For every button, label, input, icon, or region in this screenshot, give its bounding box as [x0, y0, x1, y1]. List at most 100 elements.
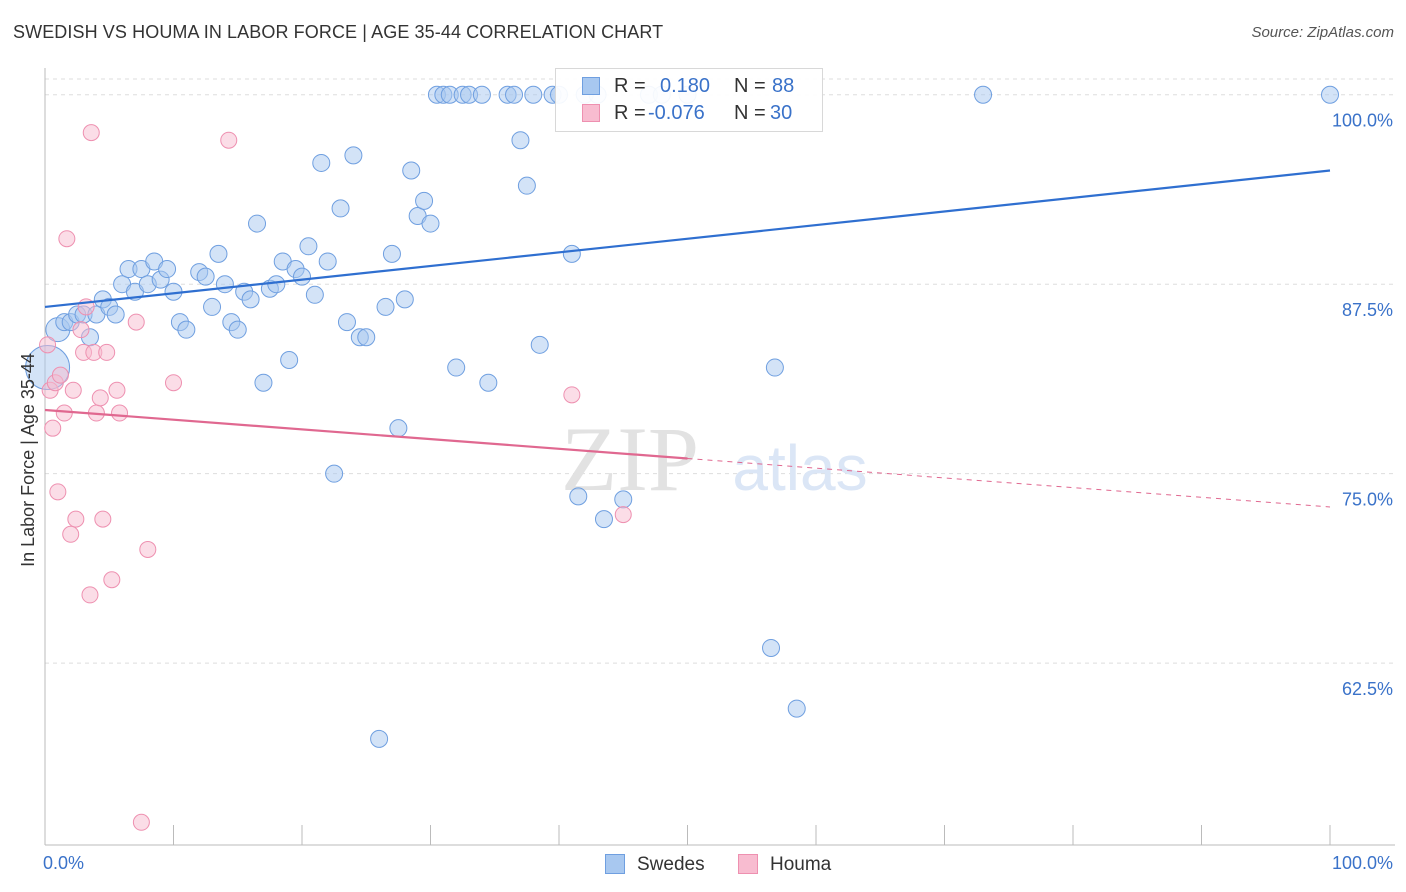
swedes-point — [312, 153, 331, 172]
swedes-point — [787, 699, 806, 718]
chart-source: Source: ZipAtlas.com — [1251, 24, 1394, 41]
swedes-point — [402, 161, 421, 180]
swedes-point — [517, 176, 536, 195]
swedes-point — [299, 237, 318, 256]
swedes-point — [158, 260, 177, 279]
houma-point — [139, 540, 157, 558]
n-value-swedes: 88 — [772, 75, 795, 97]
swedes-point — [196, 267, 215, 286]
swedes-point — [569, 487, 588, 506]
houma-legend-swatch — [738, 854, 758, 874]
swedes-point — [293, 267, 311, 286]
swedes-point — [209, 244, 228, 263]
stats-row-houma: R = -0.076 N = 30 — [556, 100, 822, 126]
swedes-point — [421, 214, 440, 233]
houma-point — [132, 813, 150, 831]
swedes-swatch — [582, 77, 600, 95]
houma-point — [55, 404, 73, 422]
swedes-point — [357, 328, 376, 347]
swedes-point — [254, 373, 273, 392]
swedes-point — [505, 85, 524, 104]
houma-point — [81, 586, 99, 604]
houma-point — [108, 381, 126, 399]
swedes-point — [280, 350, 299, 369]
series-legend: Swedes Houma — [0, 852, 1406, 878]
swedes-point — [395, 290, 414, 309]
swedes-point — [765, 358, 784, 377]
n-label: N = — [734, 75, 766, 97]
y-tick-label: 62.5% — [1342, 679, 1393, 699]
swedes-point — [415, 191, 434, 210]
swedes-point — [215, 275, 234, 294]
watermark-atlas: atlas — [732, 432, 867, 504]
swedes-point — [389, 419, 408, 438]
houma-point — [98, 343, 116, 361]
y-axis-label: In Labor Force | Age 35-44 — [18, 353, 38, 567]
houma-point — [111, 404, 129, 422]
swedes-point — [530, 335, 549, 354]
stats-legend: R = 0.180 N = 88 R = -0.076 N = 30 — [555, 68, 823, 132]
swedes-legend-swatch — [605, 854, 625, 874]
swedes-point — [248, 214, 267, 233]
houma-point — [58, 230, 76, 248]
swedes-point — [177, 320, 196, 339]
n-value-houma: 30 — [770, 102, 793, 124]
y-tick-label: 100.0% — [1332, 111, 1393, 131]
swedes-point — [614, 490, 633, 509]
houma-point — [220, 131, 238, 149]
swedes-point — [344, 146, 363, 165]
x-tick-label-max: 100.0% — [1332, 853, 1393, 873]
swedes-point — [241, 290, 260, 309]
houma-point — [165, 374, 182, 392]
swedes-point — [974, 85, 993, 104]
houma-trend-line — [44, 408, 688, 460]
swedes-point — [376, 297, 395, 316]
x-tick-label-min: 0.0% — [43, 853, 84, 873]
houma-trend-line-extension — [687, 458, 1331, 508]
houma-point — [614, 506, 632, 524]
axes — [44, 68, 1395, 846]
houma-point — [72, 321, 90, 339]
houma-point — [127, 313, 145, 331]
houma-point — [563, 386, 581, 404]
swedes-point — [325, 464, 344, 483]
houma-point — [44, 419, 62, 437]
swedes-point — [524, 85, 543, 104]
swedes-point — [337, 313, 356, 332]
houma-point — [49, 483, 67, 501]
swedes-point — [479, 373, 498, 392]
swedes-point — [267, 275, 286, 294]
houma-point — [62, 525, 80, 543]
r-label: R = — [614, 75, 646, 97]
swedes-point — [1321, 85, 1339, 104]
stats-row-swedes: R = 0.180 N = 88 — [556, 73, 822, 99]
swedes-point — [511, 131, 530, 150]
swedes-point — [382, 244, 401, 263]
swedes-point — [447, 358, 466, 377]
swedes-point — [106, 305, 125, 324]
houma-point — [64, 381, 82, 399]
houma-point — [94, 510, 112, 528]
houma-point — [51, 366, 69, 384]
trend-lines — [44, 169, 1331, 508]
houma-point — [82, 124, 100, 142]
r-label: R = — [614, 102, 646, 124]
houma-point — [91, 389, 109, 407]
swedes-point — [331, 199, 350, 218]
swedes-point — [594, 510, 613, 529]
houma-point — [103, 571, 121, 589]
houma-point — [67, 510, 85, 528]
swedes-point — [472, 85, 491, 104]
legend-label-swedes: Swedes — [637, 854, 705, 875]
houma-point — [39, 336, 57, 354]
r-value-swedes: 0.180 — [660, 75, 711, 97]
swedes-point — [305, 285, 324, 304]
swedes-point — [203, 297, 222, 316]
swedes-point — [318, 252, 337, 271]
chart-title: SWEDISH VS HOUMA IN LABOR FORCE | AGE 35… — [13, 22, 664, 42]
swedes-point — [762, 638, 781, 657]
n-label: N = — [734, 102, 766, 124]
swedes-point — [370, 729, 389, 748]
tick-labels: 62.5% 75.0% 87.5% 100.0% 0.0% 100.0% — [43, 111, 1393, 873]
